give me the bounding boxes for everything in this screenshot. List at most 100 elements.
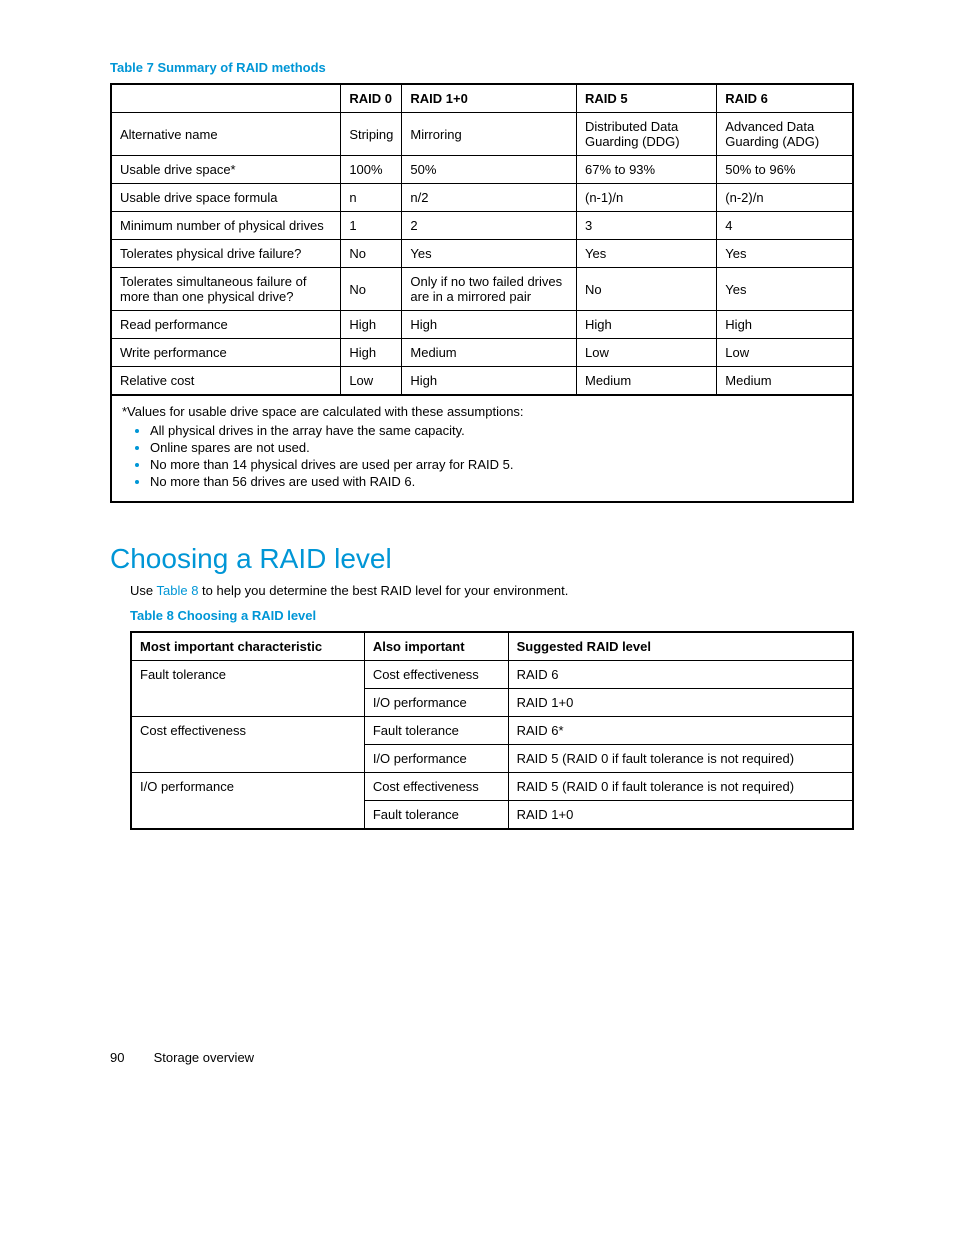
table-cell: High (341, 311, 402, 339)
table7-header-row: RAID 0 RAID 1+0 RAID 5 RAID 6 (111, 84, 853, 113)
table-cell: High (402, 367, 577, 396)
table-cell: 3 (576, 212, 716, 240)
table-cell: Yes (717, 268, 853, 311)
table-row: Fault toleranceCost effectivenessRAID 6 (131, 661, 853, 689)
table-cell: 67% to 93% (576, 156, 716, 184)
table-cell: No (341, 268, 402, 311)
table-cell: High (576, 311, 716, 339)
table-cell: RAID 5 (RAID 0 if fault tolerance is not… (508, 745, 853, 773)
table-cell: Yes (576, 240, 716, 268)
table8-link[interactable]: Table 8 (157, 583, 199, 598)
body-text-pre: Use (130, 583, 157, 598)
footnote-item: No more than 14 physical drives are used… (150, 457, 842, 472)
footnote-item: No more than 56 drives are used with RAI… (150, 474, 842, 489)
table-cell: RAID 6* (508, 717, 853, 745)
table-cell: Fault tolerance (364, 717, 508, 745)
table7-footnote-lead: *Values for usable drive space are calcu… (122, 404, 524, 419)
table-row: Relative costLowHighMediumMedium (111, 367, 853, 396)
table-cell: 1 (341, 212, 402, 240)
table-cell: n/2 (402, 184, 577, 212)
table-cell: RAID 1+0 (508, 801, 853, 830)
table-row: Tolerates simultaneous failure of more t… (111, 268, 853, 311)
table7-header-cell: RAID 5 (576, 84, 716, 113)
table-cell: High (717, 311, 853, 339)
table-cell: 50% to 96% (717, 156, 853, 184)
table8-header-row: Most important characteristic Also impor… (131, 632, 853, 661)
table-cell: 4 (717, 212, 853, 240)
table-cell: Medium (402, 339, 577, 367)
table-cell: Write performance (111, 339, 341, 367)
table-row: Write performanceHighMediumLowLow (111, 339, 853, 367)
table-row: Usable drive space*100%50%67% to 93%50% … (111, 156, 853, 184)
table-cell: Tolerates physical drive failure? (111, 240, 341, 268)
table-cell: Cost effectiveness (364, 661, 508, 689)
table-row: Read performanceHighHighHighHigh (111, 311, 853, 339)
table-cell: Alternative name (111, 113, 341, 156)
table-cell: Yes (402, 240, 577, 268)
table-cell: High (341, 339, 402, 367)
table-cell: I/O performance (364, 689, 508, 717)
table8-header-cell: Suggested RAID level (508, 632, 853, 661)
table8: Most important characteristic Also impor… (130, 631, 854, 830)
table-cell: Tolerates simultaneous failure of more t… (111, 268, 341, 311)
table-cell: Usable drive space formula (111, 184, 341, 212)
document-page: Table 7 Summary of RAID methods RAID 0 R… (0, 0, 954, 1105)
table-cell: 100% (341, 156, 402, 184)
table-cell: (n-1)/n (576, 184, 716, 212)
table7: RAID 0 RAID 1+0 RAID 5 RAID 6 Alternativ… (110, 83, 854, 396)
table7-footnote-list: All physical drives in the array have th… (122, 423, 842, 489)
table-cell: Usable drive space* (111, 156, 341, 184)
table7-header-cell: RAID 6 (717, 84, 853, 113)
footnote-item: Online spares are not used. (150, 440, 842, 455)
table-cell: Cost effectiveness (131, 717, 364, 773)
table-cell: 2 (402, 212, 577, 240)
table-cell: 50% (402, 156, 577, 184)
table-cell: RAID 6 (508, 661, 853, 689)
table-cell: Low (576, 339, 716, 367)
table8-header-cell: Most important characteristic (131, 632, 364, 661)
table-row: Usable drive space formulann/2(n-1)/n(n-… (111, 184, 853, 212)
table7-caption: Table 7 Summary of RAID methods (110, 60, 854, 75)
table8-caption: Table 8 Choosing a RAID level (130, 608, 854, 623)
table-cell: Yes (717, 240, 853, 268)
table-cell: n (341, 184, 402, 212)
table-cell: Distributed Data Guarding (DDG) (576, 113, 716, 156)
table-cell: RAID 5 (RAID 0 if fault tolerance is not… (508, 773, 853, 801)
table-cell: Advanced Data Guarding (ADG) (717, 113, 853, 156)
table-cell: Striping (341, 113, 402, 156)
table-cell: No (576, 268, 716, 311)
table-cell: Cost effectiveness (364, 773, 508, 801)
table-cell: Fault tolerance (131, 661, 364, 717)
body-text: Use Table 8 to help you determine the be… (130, 583, 854, 598)
table-cell: Low (341, 367, 402, 396)
table7-header-cell (111, 84, 341, 113)
table-cell: Only if no two failed drives are in a mi… (402, 268, 577, 311)
table8-header-cell: Also important (364, 632, 508, 661)
table-cell: High (402, 311, 577, 339)
page-number: 90 (110, 1050, 150, 1065)
table-row: Cost effectivenessFault toleranceRAID 6* (131, 717, 853, 745)
table7-header-cell: RAID 1+0 (402, 84, 577, 113)
page-footer: 90 Storage overview (110, 1050, 854, 1065)
table-cell: Low (717, 339, 853, 367)
table-cell: Minimum number of physical drives (111, 212, 341, 240)
table7-footnote: *Values for usable drive space are calcu… (110, 396, 854, 503)
table-cell: Relative cost (111, 367, 341, 396)
table-cell: RAID 1+0 (508, 689, 853, 717)
table-row: Tolerates physical drive failure?NoYesYe… (111, 240, 853, 268)
section-heading: Choosing a RAID level (110, 543, 854, 575)
table-cell: Fault tolerance (364, 801, 508, 830)
table-cell: No (341, 240, 402, 268)
table7-header-cell: RAID 0 (341, 84, 402, 113)
body-text-post: to help you determine the best RAID leve… (198, 583, 568, 598)
table-row: Minimum number of physical drives1234 (111, 212, 853, 240)
table-cell: Mirroring (402, 113, 577, 156)
footer-section: Storage overview (154, 1050, 254, 1065)
table-cell: I/O performance (364, 745, 508, 773)
table-row: Alternative nameStripingMirroringDistrib… (111, 113, 853, 156)
table-cell: Read performance (111, 311, 341, 339)
footnote-item: All physical drives in the array have th… (150, 423, 842, 438)
table-cell: Medium (717, 367, 853, 396)
table-row: I/O performanceCost effectivenessRAID 5 … (131, 773, 853, 801)
table-cell: Medium (576, 367, 716, 396)
